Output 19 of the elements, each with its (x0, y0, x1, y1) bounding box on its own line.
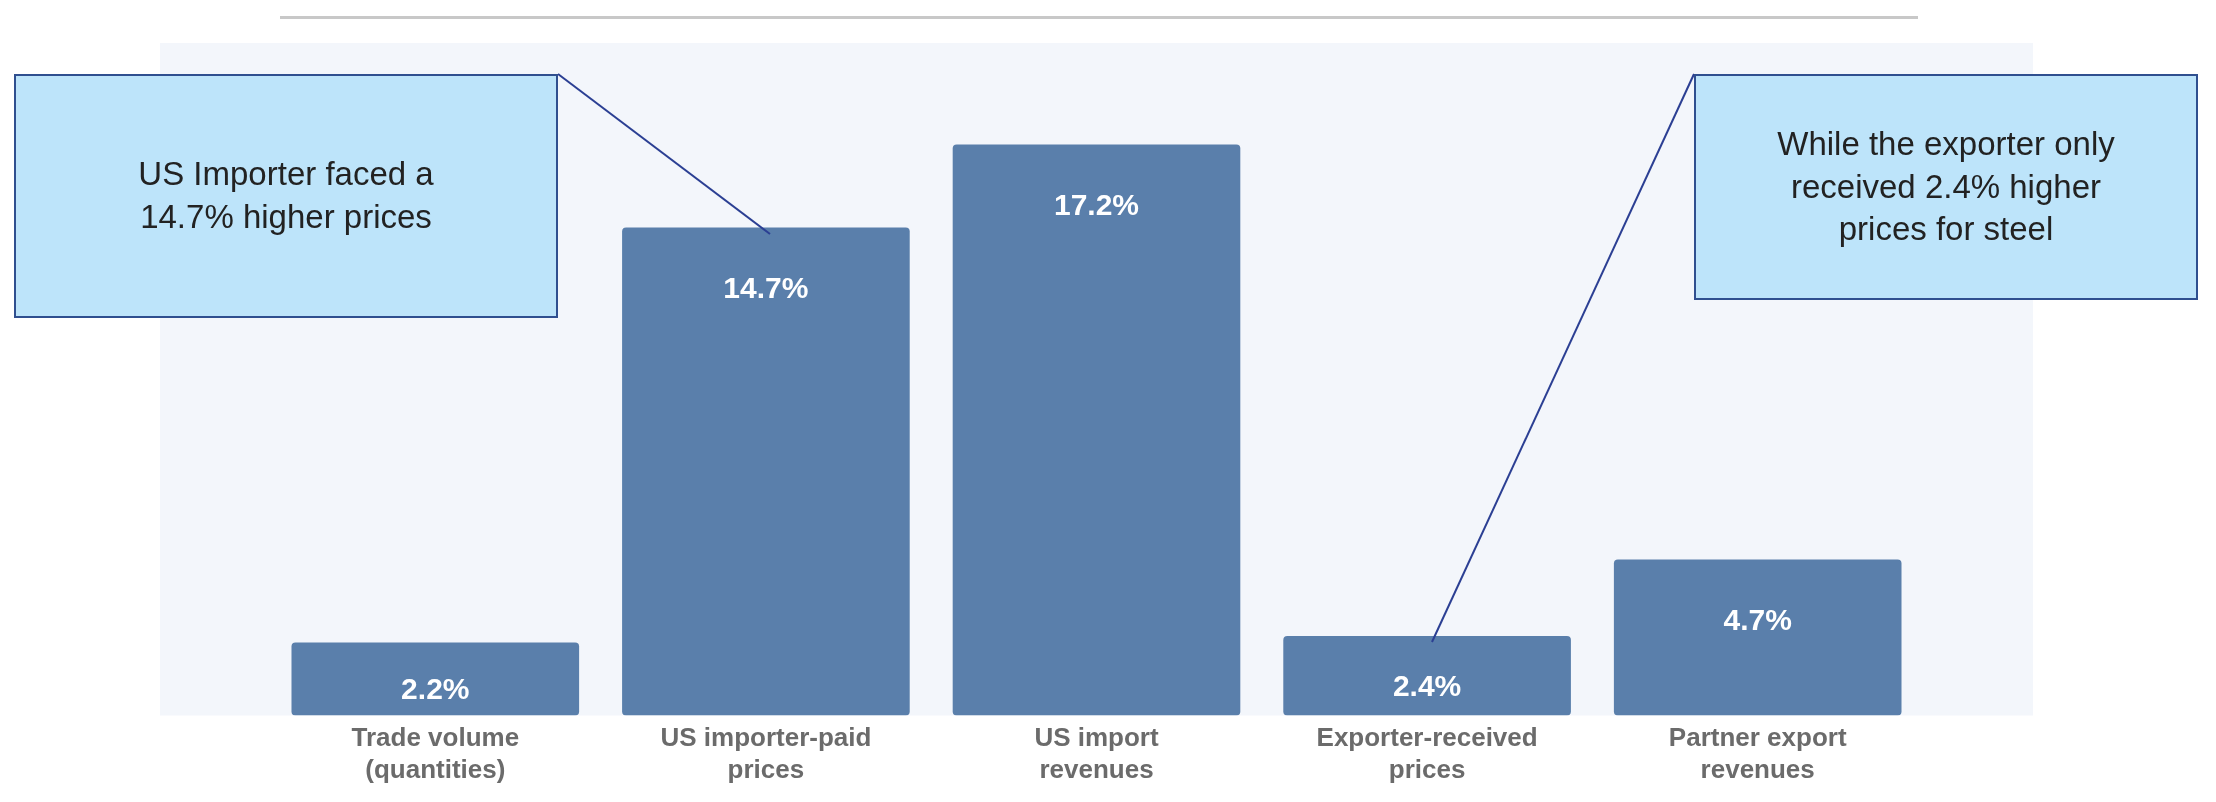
callout-box: While the exporter only received 2.4% higher prices for steel (1694, 74, 2198, 300)
annotation: US Importer faced a 14.7% higher prices (137, 154, 435, 237)
data-label: 2.4% (1392, 669, 1462, 703)
data-label: 4.7% (1723, 602, 1792, 636)
bar (622, 227, 910, 716)
x-tick-label: Exporter-received prices (1316, 722, 1538, 784)
bar (952, 144, 1241, 716)
bar (291, 642, 580, 716)
callout-box: US Importer faced a 14.7% higher prices (14, 74, 558, 318)
data-label: 14.7% (723, 270, 809, 304)
x-tick-label: Partner export revenues (1668, 722, 1847, 784)
data-label: 17.2% (1053, 187, 1140, 221)
bar (1613, 559, 1902, 716)
data-label: 2.2% (401, 672, 470, 706)
x-tick-label: US import revenues (1034, 722, 1159, 784)
x-tick-label: Trade volume (quantities) (351, 722, 520, 784)
x-tick-label: US importer-paid prices (660, 722, 872, 784)
annotation: While the exporter only received 2.4% higher prices for steel (1776, 123, 2116, 250)
bar (1283, 635, 1571, 716)
